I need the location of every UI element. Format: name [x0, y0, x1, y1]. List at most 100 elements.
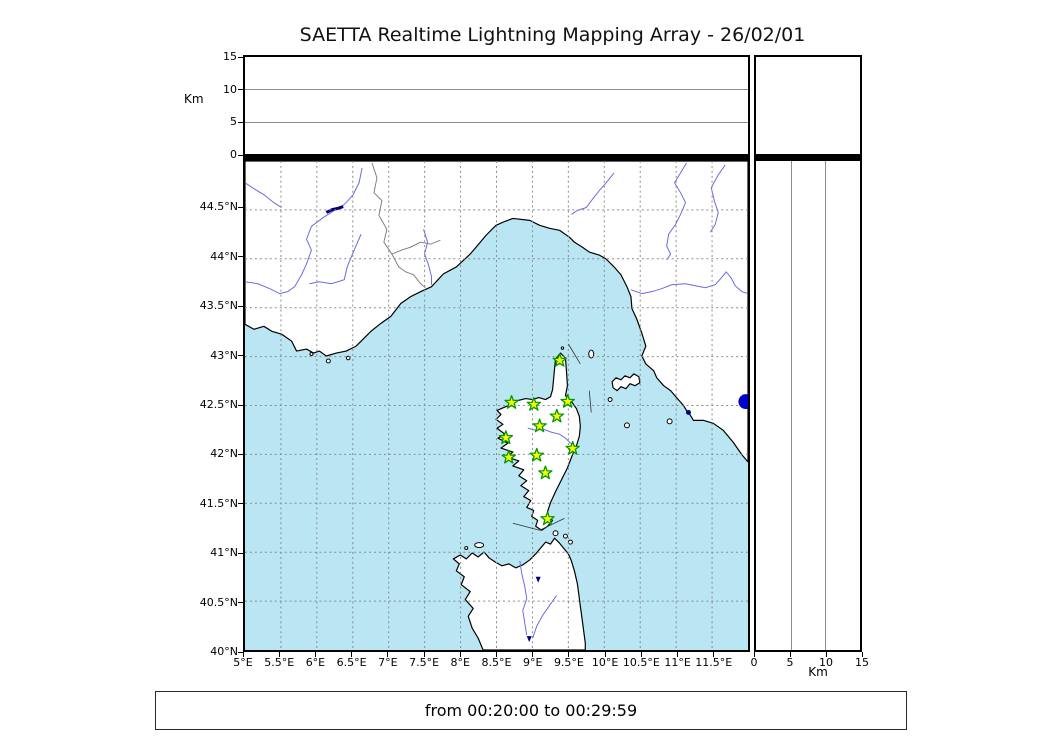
map-canvas: [245, 161, 748, 650]
tick-mark: [677, 652, 679, 657]
tick-mark: [496, 652, 497, 657]
longitude-tick-label: 8.5°E: [481, 656, 512, 669]
longitude-tick-label: 9°E: [522, 656, 543, 669]
right-km-tick-label: 15: [855, 656, 869, 669]
blue-dot-marker: [738, 394, 748, 410]
tick-mark: [640, 652, 642, 657]
tick-mark: [238, 404, 243, 406]
latitude-tick-label: 44°N: [210, 249, 238, 263]
right-km-tick-label: 0: [750, 656, 758, 669]
tick-mark: [789, 652, 791, 657]
tick-mark: [238, 121, 243, 123]
tick-mark: [713, 652, 715, 657]
time-range-box: from 00:20:00 to 00:29:59: [155, 691, 907, 730]
station-star: [565, 440, 580, 455]
longitude-tick-label: 7.5°E: [409, 656, 440, 669]
tick-mark: [238, 602, 243, 604]
tick-mark: [238, 453, 243, 455]
tick-mark: [238, 256, 243, 258]
time-range-text: from 00:20:00 to 00:29:59: [424, 701, 638, 720]
tick-mark: [459, 652, 461, 657]
altitude-gridline: [245, 89, 748, 91]
longitude-tick-label: 5°E: [233, 656, 253, 669]
blue-dot: [738, 394, 748, 410]
station-star: [540, 511, 555, 526]
tick-mark: [238, 206, 243, 208]
tick-mark: [568, 652, 570, 657]
latitude-tick-label: 44.5°N: [199, 200, 238, 214]
station-star: [538, 465, 553, 480]
tick-mark: [861, 652, 863, 657]
station-star: [532, 418, 547, 433]
lakes: [325, 205, 691, 643]
station-star: [549, 408, 565, 423]
tick-mark: [604, 652, 606, 657]
longitude-tick-label: 9.5°E: [553, 656, 584, 669]
station-markers: [498, 352, 580, 526]
longitude-tick-label: 6°E: [305, 656, 326, 669]
altitude-unit-label: Km: [184, 92, 204, 106]
longitude-tick-label: 5.5°E: [264, 656, 295, 669]
longitude-tick-label: 11.5°E: [695, 656, 733, 669]
coastline-elba: [611, 373, 641, 392]
tick-mark: [238, 651, 243, 653]
right-km-gridline: [825, 161, 827, 650]
map-panel: [243, 158, 750, 652]
longitude-tick-label: 10°E: [591, 656, 619, 669]
tick-mark: [278, 652, 280, 657]
station-star: [498, 430, 514, 445]
altitude-latitude-panel: [754, 158, 862, 652]
longitude-tick-label: 6.5°E: [336, 656, 367, 669]
coastline-sardinia: [452, 537, 586, 650]
tick-mark: [238, 56, 243, 58]
station-star: [529, 447, 544, 462]
station-star: [504, 394, 519, 409]
tick-mark: [387, 652, 389, 657]
right-km-gridline: [790, 161, 792, 650]
tick-mark: [753, 652, 755, 657]
tick-mark: [238, 503, 243, 505]
corner-panel: [754, 55, 862, 158]
altitude-tick-label: 0: [230, 148, 237, 161]
station-star: [501, 449, 516, 464]
longitude-tick-label: 8°E: [450, 656, 470, 669]
latitude-tick-label: 41°N: [210, 546, 238, 560]
tick-mark: [825, 652, 827, 657]
altitude-longitude-panel: [243, 55, 750, 158]
right-km-unit-label: Km: [808, 665, 828, 679]
latlon-grid: [245, 161, 748, 650]
altitude-tick-label: 15: [223, 50, 237, 63]
altitude-tick-label: 10: [223, 82, 237, 96]
tick-mark: [532, 652, 534, 657]
altitude-gridline: [245, 121, 748, 123]
right-km-tick-label: 10: [819, 656, 833, 669]
latitude-tick-label: 40°N: [210, 645, 238, 658]
longitude-tick-label: 11°E: [664, 656, 691, 669]
altitude-tick-label: 5: [230, 115, 237, 129]
country-borders: [371, 162, 441, 289]
tick-mark: [314, 652, 316, 657]
tick-mark: [238, 89, 243, 91]
longitude-tick-label: 10.5°E: [622, 656, 660, 669]
latitude-tick-label: 43.5°N: [199, 299, 238, 313]
station-star: [526, 396, 542, 411]
page-title: SAETTA Realtime Lightning Mapping Array …: [299, 24, 806, 46]
small-islands: [309, 346, 673, 551]
latitude-tick-label: 40.5°N: [199, 595, 238, 609]
tick-mark: [238, 552, 243, 554]
station-star: [552, 352, 567, 367]
right-km-tick-label: 5: [786, 656, 794, 669]
tick-mark: [238, 355, 243, 357]
coastline-france-italy: [245, 161, 748, 463]
latitude-tick-label: 42°N: [210, 447, 238, 461]
tick-mark: [423, 652, 425, 657]
station-star: [560, 393, 575, 408]
tick-mark: [351, 652, 353, 657]
tick-mark: [242, 652, 244, 657]
tick-mark: [238, 305, 243, 307]
coastline-corsica: [495, 352, 581, 531]
latitude-tick-label: 41.5°N: [199, 496, 238, 510]
longitude-tick-label: 7°E: [378, 656, 398, 669]
latitude-tick-label: 43°N: [210, 348, 238, 362]
tick-mark: [238, 154, 243, 156]
